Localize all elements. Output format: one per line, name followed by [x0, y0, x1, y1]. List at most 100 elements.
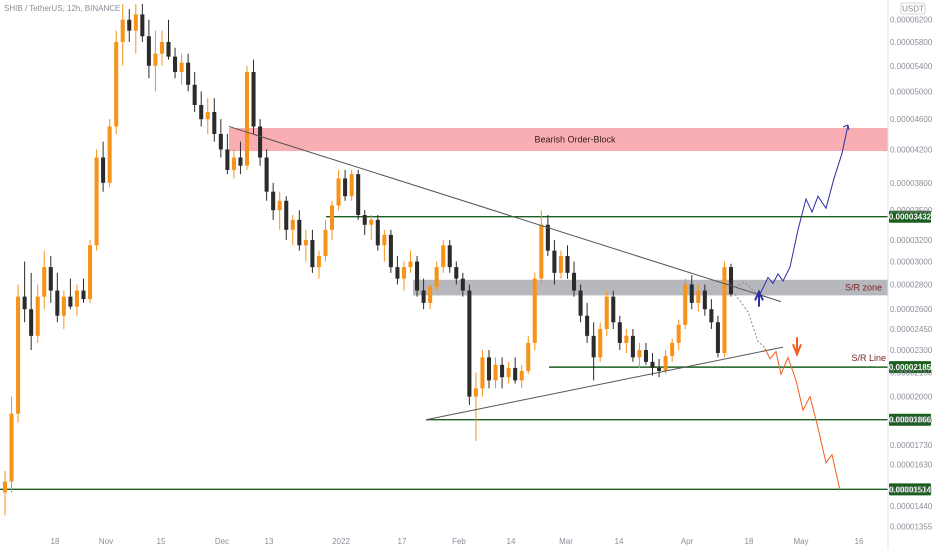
y-tick-label: 0.00001355	[890, 522, 932, 531]
candle-body	[336, 178, 341, 206]
candle-body	[657, 367, 662, 371]
price-level-tag-text: 0.00001866	[889, 416, 932, 425]
candle-body	[702, 290, 707, 310]
candle-body	[316, 256, 321, 268]
candle-body	[369, 219, 374, 225]
candle-body	[173, 56, 178, 72]
candle-body	[611, 296, 616, 323]
zones-layer: Bearish Order-Block S/R zone	[229, 127, 888, 296]
candle-body	[153, 53, 158, 66]
y-tick-label: 0.00002450	[890, 325, 932, 334]
y-tick-label: 0.00004200	[890, 145, 932, 154]
candle-body	[127, 19, 132, 31]
y-tick-label: 0.00002800	[890, 281, 932, 290]
candle-body	[303, 240, 308, 246]
bearish-order-block-zone	[229, 127, 888, 152]
candle-body	[35, 296, 40, 336]
candle-body	[375, 219, 380, 246]
candle-body	[388, 234, 393, 268]
price-levels-layer: 0.00003432 0.00002185 0.00001866 0.00001514…	[0, 210, 932, 496]
candle-body	[48, 267, 53, 291]
candle-body	[434, 267, 439, 287]
candles-layer	[2, 4, 734, 516]
y-tick-label: 0.00005000	[890, 87, 932, 96]
candle-body	[22, 296, 27, 310]
candle-body	[441, 245, 446, 268]
candle-body	[362, 214, 367, 225]
candle-body	[683, 284, 688, 325]
candle-body	[133, 14, 138, 31]
candle-body	[689, 284, 694, 303]
candle-body	[258, 126, 263, 158]
ascending-trendline	[425, 346, 784, 421]
candle-body	[598, 329, 603, 358]
candle-body	[473, 388, 478, 397]
bearish-order-block-label: Bearish Order-Block	[534, 135, 616, 145]
y-tick-label: 0.00003000	[890, 258, 932, 267]
candle-body	[55, 290, 60, 316]
candle-body	[225, 149, 230, 170]
candle-body	[552, 250, 557, 273]
candle-body	[382, 234, 387, 246]
sr-zone	[413, 279, 888, 296]
candle-body	[94, 157, 99, 246]
x-tick-label: Apr	[681, 537, 694, 546]
candle-body	[408, 261, 413, 268]
y-tick-label: 0.00005800	[890, 38, 932, 47]
candle-body	[604, 296, 609, 330]
candle-body	[212, 112, 217, 134]
candle-body	[532, 278, 537, 343]
candle-body	[199, 104, 204, 120]
price-level-tag	[889, 483, 931, 496]
candle-body	[159, 41, 165, 54]
arrow-down-icon	[792, 337, 802, 358]
bullish-projection-path	[759, 124, 849, 295]
candle-body	[617, 322, 622, 343]
price-level-tag-text: 0.00002185	[889, 363, 932, 372]
candle-body	[87, 245, 93, 300]
candle-body	[68, 296, 73, 307]
candle-body	[545, 224, 550, 251]
y-tick-label: 0.00002000	[890, 393, 932, 402]
price-level-tag	[889, 361, 931, 374]
y-tick-label: 0.00001440	[890, 502, 932, 511]
candle-body	[624, 335, 629, 343]
candle-body	[676, 324, 681, 343]
candle-body	[486, 357, 492, 381]
candle-body	[715, 322, 720, 353]
candle-body	[74, 290, 79, 307]
candle-body	[571, 272, 577, 291]
candle-body	[297, 219, 302, 246]
y-tick-label: 0.00002150	[890, 369, 932, 378]
candle-body	[467, 290, 472, 397]
x-tick-label: 15	[157, 537, 166, 546]
candle-body	[506, 367, 511, 378]
bullish-projection-arrowhead	[842, 124, 850, 131]
y-tick-label: 0.00005400	[890, 62, 932, 71]
x-tick-label: 16	[855, 537, 864, 546]
candle-body	[539, 224, 544, 279]
candle-body	[500, 364, 505, 378]
candle-body	[290, 219, 295, 230]
x-tick-label: 17	[398, 537, 407, 546]
candle-body	[271, 191, 276, 211]
x-tick-label: May	[793, 537, 808, 546]
price-level-tag-text: 0.00003432	[889, 213, 932, 222]
bearish-projection-path	[764, 348, 841, 491]
candle-body	[349, 174, 354, 197]
time-axis[interactable]: 18 Nov 15 Dec 13 2022 17 Feb 14 Mar 14 Apr 18 May 16	[51, 537, 864, 546]
candle-body	[186, 62, 191, 85]
price-axis[interactable]: 0.00006200 0.00005800 0.00005400 0.00005000…	[887, 0, 932, 550]
candle-body	[415, 261, 420, 291]
candle-body	[29, 309, 34, 336]
candle-body	[120, 19, 125, 42]
currency-badge[interactable]: USDT	[900, 2, 926, 15]
candle-body	[166, 41, 171, 57]
sr-zone-label: S/R zone	[845, 283, 882, 293]
candle-body	[591, 335, 596, 358]
candle-body	[218, 133, 223, 150]
candle-body	[9, 413, 14, 482]
x-tick-label: 14	[507, 537, 516, 546]
y-tick-label: 0.00002300	[890, 346, 932, 355]
